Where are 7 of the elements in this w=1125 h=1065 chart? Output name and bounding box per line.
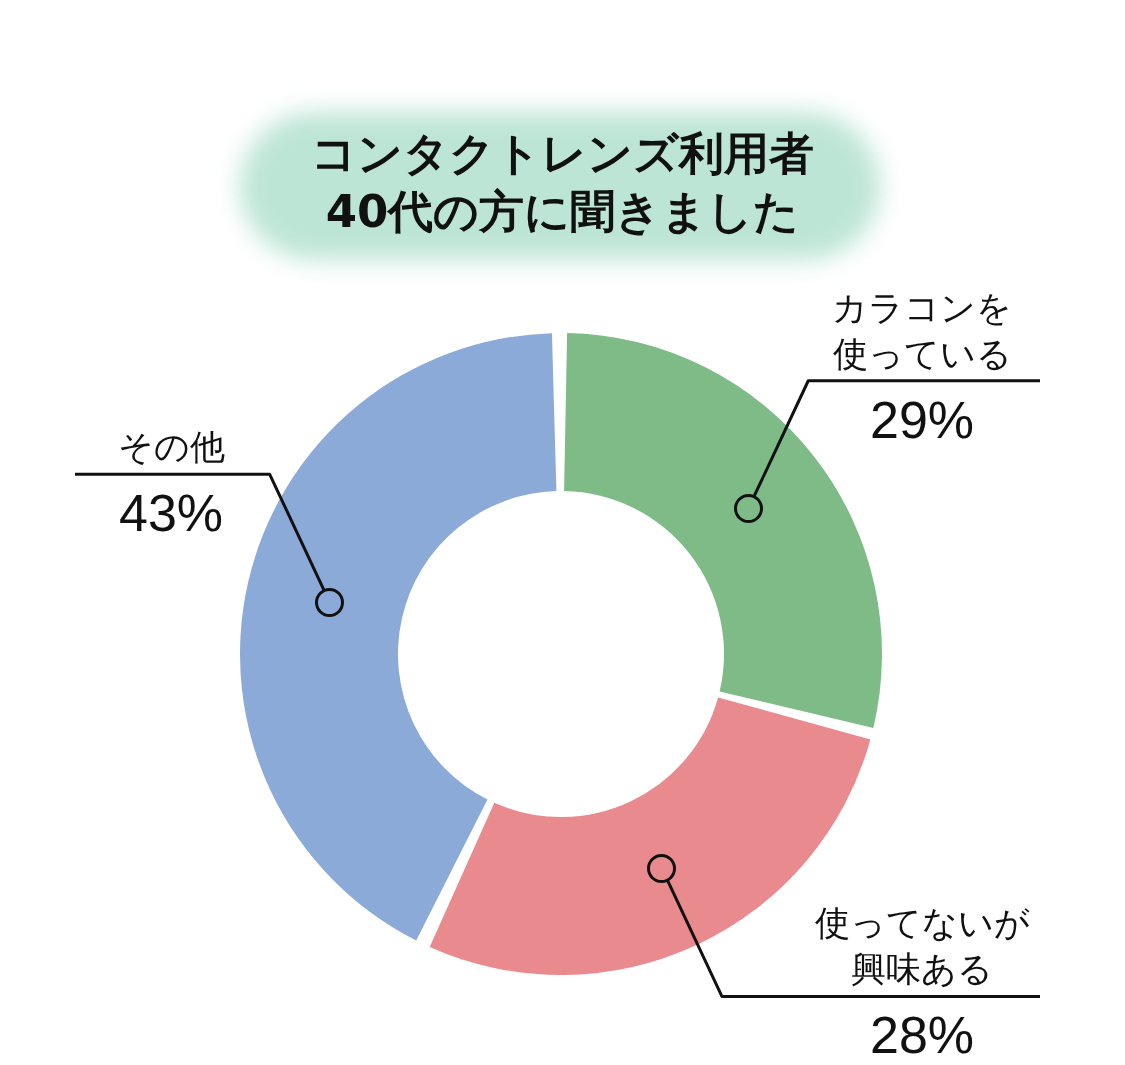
chart-title: コンタクトレンズ利用者40代の方に聞きました [311,126,814,238]
data-label: 43% [118,484,224,543]
slice-label: 使ってないが興味ある [814,903,1030,990]
slice-label: カラコンを使っている [832,287,1012,374]
data-label: 28% [869,1006,975,1065]
data-label: 29% [869,390,975,449]
slice-label: その他 [117,427,225,468]
